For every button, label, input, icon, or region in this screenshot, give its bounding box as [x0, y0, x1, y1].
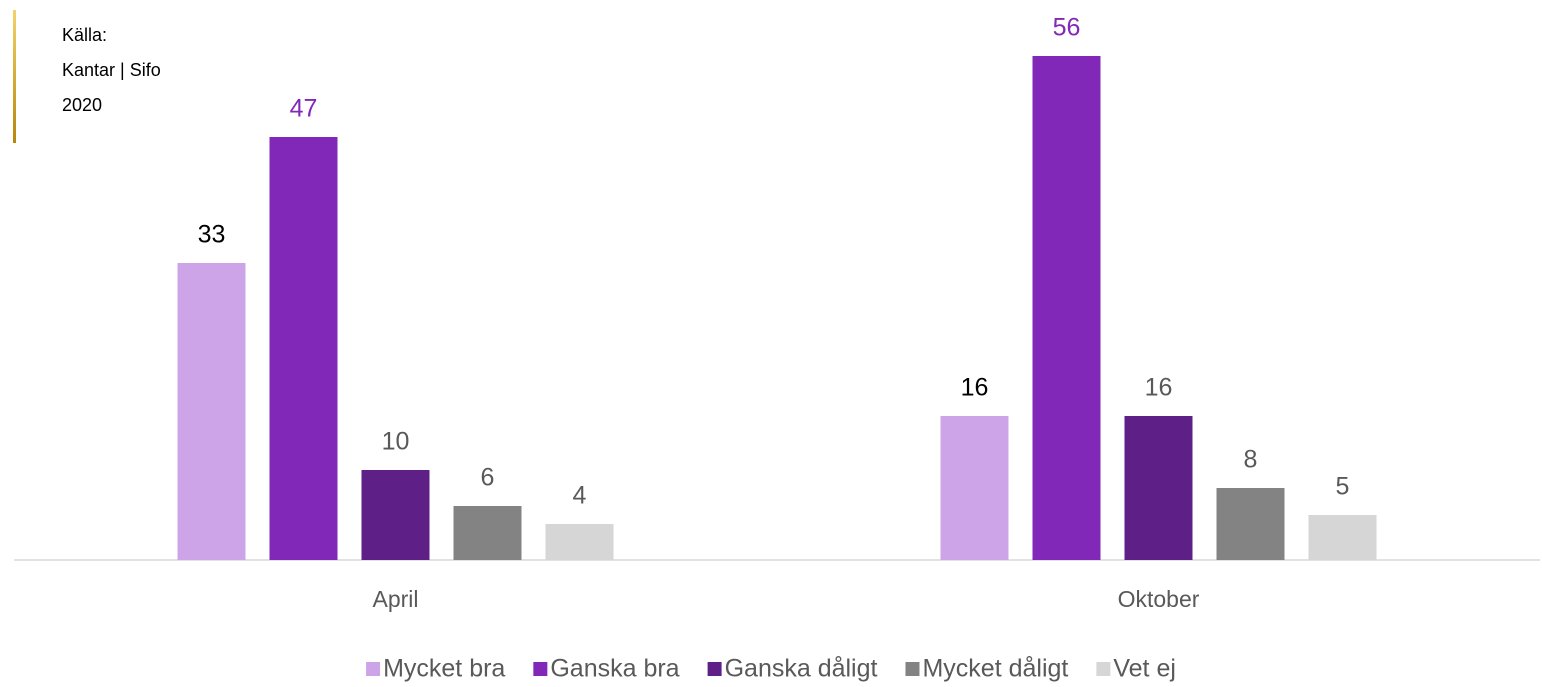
- x-tick-label: Oktober: [1118, 586, 1200, 612]
- source-note: Kantar | Sifo: [62, 60, 161, 80]
- bar: [1032, 56, 1101, 560]
- legend-label: Mycket bra: [383, 655, 505, 683]
- data-label: 8: [1244, 446, 1258, 474]
- data-label: 33: [198, 221, 226, 249]
- source-note: 2020: [62, 95, 102, 115]
- bar: [1216, 488, 1285, 560]
- data-label: 4: [573, 482, 587, 510]
- data-label: 16: [961, 374, 989, 402]
- bar: [1124, 416, 1193, 560]
- legend-label: Mycket dåligt: [922, 655, 1068, 683]
- legend-label: Ganska dåligt: [725, 655, 878, 683]
- legend-swatch: [707, 662, 722, 676]
- data-label: 56: [1053, 14, 1081, 42]
- data-label: 10: [382, 428, 410, 456]
- bar: [453, 506, 522, 560]
- data-label: 47: [290, 95, 318, 123]
- source-note: Källa:: [62, 25, 107, 45]
- bar: [1308, 515, 1377, 560]
- legend-label: Vet ej: [1113, 655, 1176, 683]
- data-label: 5: [1336, 473, 1350, 501]
- legend-swatch: [533, 662, 548, 676]
- legend-label: Ganska bra: [550, 655, 679, 683]
- bar: [361, 470, 430, 560]
- legend-swatch: [366, 662, 381, 676]
- bar: [940, 416, 1009, 560]
- bar: [177, 263, 246, 560]
- data-label: 6: [481, 464, 495, 492]
- bar: [269, 137, 338, 560]
- x-tick-label: April: [372, 586, 418, 612]
- data-label: 16: [1145, 374, 1173, 402]
- annotation-bar: [13, 10, 16, 143]
- bar: [545, 524, 614, 560]
- legend-swatch: [1096, 662, 1111, 676]
- legend-swatch: [905, 662, 920, 676]
